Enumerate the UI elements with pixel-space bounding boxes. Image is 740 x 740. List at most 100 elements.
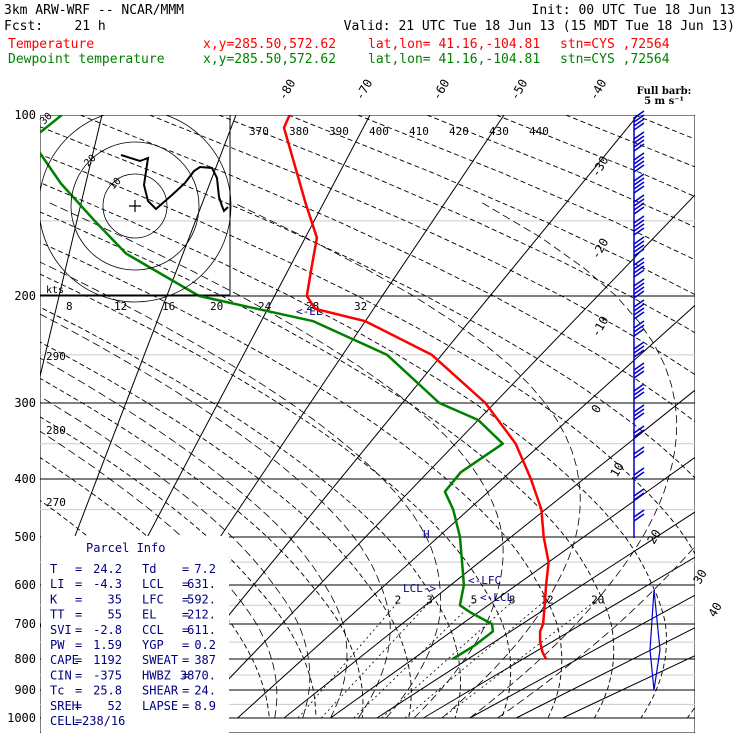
mixing-ratio-line-2 <box>297 601 399 719</box>
parcel-row-7-col-1: = <box>75 668 82 682</box>
moist-adiabat-7 <box>469 202 678 719</box>
dry-adiabat-280 <box>40 377 364 719</box>
pressure-label-700: 700 <box>14 617 36 631</box>
annotation-2: <-LFC <box>468 574 501 587</box>
wind-barb-19-flag-0 <box>633 509 645 518</box>
moist-adiabat-0 <box>40 430 278 719</box>
wind-barb-12-flag-1 <box>633 366 645 375</box>
parcel-row-3-col-1: = <box>75 608 82 622</box>
wind-barb-6-flag-3 <box>633 248 645 257</box>
model-title: 3km ARW-WRF -- NCAR/MMM <box>4 3 184 18</box>
hodograph-units: kts <box>46 285 64 296</box>
parcel-info-rows: T = 24.2 Td = 7.2LI = -4.3 LCL =631.K = 35 LFC =592.T… <box>50 562 216 728</box>
theta-label-3: 400 <box>369 125 389 138</box>
wind-barb-13-flag-2 <box>633 391 645 400</box>
wind-barb-11-flag-1 <box>633 345 645 354</box>
mixing-ratio-label-5: 5 <box>471 593 478 606</box>
parcel-row-6-col-5: 387 <box>194 653 216 667</box>
hodograph-ring-label-inner: 10 <box>107 176 123 192</box>
wind-barb-14-flag-0 <box>633 404 645 413</box>
isotherm-label-4: -40 <box>586 77 609 103</box>
parcel-row-9-col-2: 52 <box>108 699 122 713</box>
isotherm--80 <box>40 115 103 379</box>
dry-adiabat-440 <box>565 115 695 168</box>
pressure-label-200: 200 <box>14 289 36 303</box>
wind-barb-9-flag-3 <box>633 311 645 320</box>
wind-barb-13-flag-0 <box>633 383 645 392</box>
wind-barbs <box>633 110 661 691</box>
mixing-ratio-line-20 <box>441 601 596 719</box>
pressure-label-500: 500 <box>14 530 36 544</box>
parcel-row-2-col-5: 592. <box>187 592 216 606</box>
dry-adiabat-310 <box>40 273 512 719</box>
hodograph-origin-icon <box>129 200 141 212</box>
wind-barb-12-flag-2 <box>633 370 645 379</box>
theta-left-label-1: 280 <box>46 424 66 437</box>
wind-barb-1-flag-2 <box>633 139 645 148</box>
isotherm-label-3: -50 <box>507 77 530 103</box>
parcel-row-9-col-5: 8.9 <box>194 699 216 713</box>
wind-barb-3-flag-0 <box>633 173 645 182</box>
thetae-label-3: 20 <box>210 300 223 313</box>
wind-barb-0 <box>633 110 645 139</box>
pressure-label-800: 800 <box>14 652 36 666</box>
wind-barb-5-flag-1 <box>633 219 645 228</box>
parcel-info-box: Parcel Info T = 24.2 Td = 7.2LI = -4.3 LCL =631.K… <box>41 536 229 733</box>
wind-barb-11-flag-0 <box>633 341 645 350</box>
wind-barb-8 <box>633 278 645 307</box>
parcel-row-2-col-0: K <box>50 592 58 606</box>
theta-left-label-2: 270 <box>46 496 66 509</box>
wind-barb-11 <box>633 341 645 370</box>
temp-station: stn=CYS ,72564 <box>560 37 670 52</box>
parcel-row-5-col-1: = <box>75 638 82 652</box>
wind-barb-6-flag-1 <box>633 240 645 249</box>
thetae-label-0: 8 <box>66 300 73 313</box>
wind-barb-18-flag-0 <box>633 488 645 497</box>
parcel-row-8-col-1: = <box>75 684 82 698</box>
wind-barb-17 <box>633 467 645 496</box>
parcel-row-8-col-5: 24. <box>194 684 216 698</box>
mixing-ratio-line-8 <box>381 601 513 719</box>
wind-barb-3-flag-1 <box>633 177 645 186</box>
wind-barb-3-flag-3 <box>633 185 645 194</box>
wind-barb-15 <box>633 425 645 454</box>
wind-barb-15-flag-0 <box>633 425 645 434</box>
wind-barb-8-flag-2 <box>633 286 645 295</box>
wind-barb-19 <box>633 509 645 538</box>
moist-adiabat-3 <box>40 313 391 719</box>
wind-barb-4-flag-3 <box>633 206 645 215</box>
wind-barb-10-flag-0 <box>633 320 645 329</box>
parcel-row-10-col-2: 238/16 <box>82 714 125 728</box>
wind-barb-0-flag-1 <box>633 114 645 123</box>
parcel-row-8-col-0: Tc <box>50 684 64 698</box>
annotation-1: LCL-> <box>403 582 436 595</box>
moist-adiabat-1 <box>40 396 311 719</box>
dew-station: stn=CYS ,72564 <box>560 52 670 67</box>
wind-barb-1-flag-1 <box>633 135 645 144</box>
theta-label-7: 440 <box>529 125 549 138</box>
parcel-info-background <box>41 536 229 733</box>
isotherm-10 <box>376 511 695 719</box>
parcel-row-2-col-3: LFC <box>142 592 164 606</box>
parcel-row-0-col-3: Td <box>142 562 156 576</box>
wind-barb-3-flag-2 <box>633 181 645 190</box>
parcel-row-4-col-4: = <box>182 623 189 637</box>
wind-barb-7-flag-2 <box>633 265 645 274</box>
wind-barb-7-flag-3 <box>633 269 645 278</box>
wind-barb-14 <box>633 404 645 433</box>
mixing-ratio-line-3 <box>320 601 431 719</box>
moist-adiabat-2 <box>40 357 348 719</box>
wind-barb-14-flag-2 <box>633 412 645 421</box>
wind-barb-12-flag-0 <box>633 362 645 371</box>
thetae-label-6: 32 <box>354 300 367 313</box>
parcel-row-0-col-5: 7.2 <box>194 562 216 576</box>
isotherm--10 <box>283 389 695 719</box>
isotherm--30 <box>190 194 695 719</box>
parcel-row-1-col-1: = <box>75 577 82 591</box>
isotherm-label-2: -60 <box>429 77 452 103</box>
wind-barb-2 <box>633 152 645 181</box>
wind-barb-15-flag-1 <box>633 429 645 438</box>
wind-barb-12 <box>633 362 645 391</box>
isotherm-0 <box>330 456 695 719</box>
parcel-row-5-col-3: YGP <box>142 638 164 652</box>
